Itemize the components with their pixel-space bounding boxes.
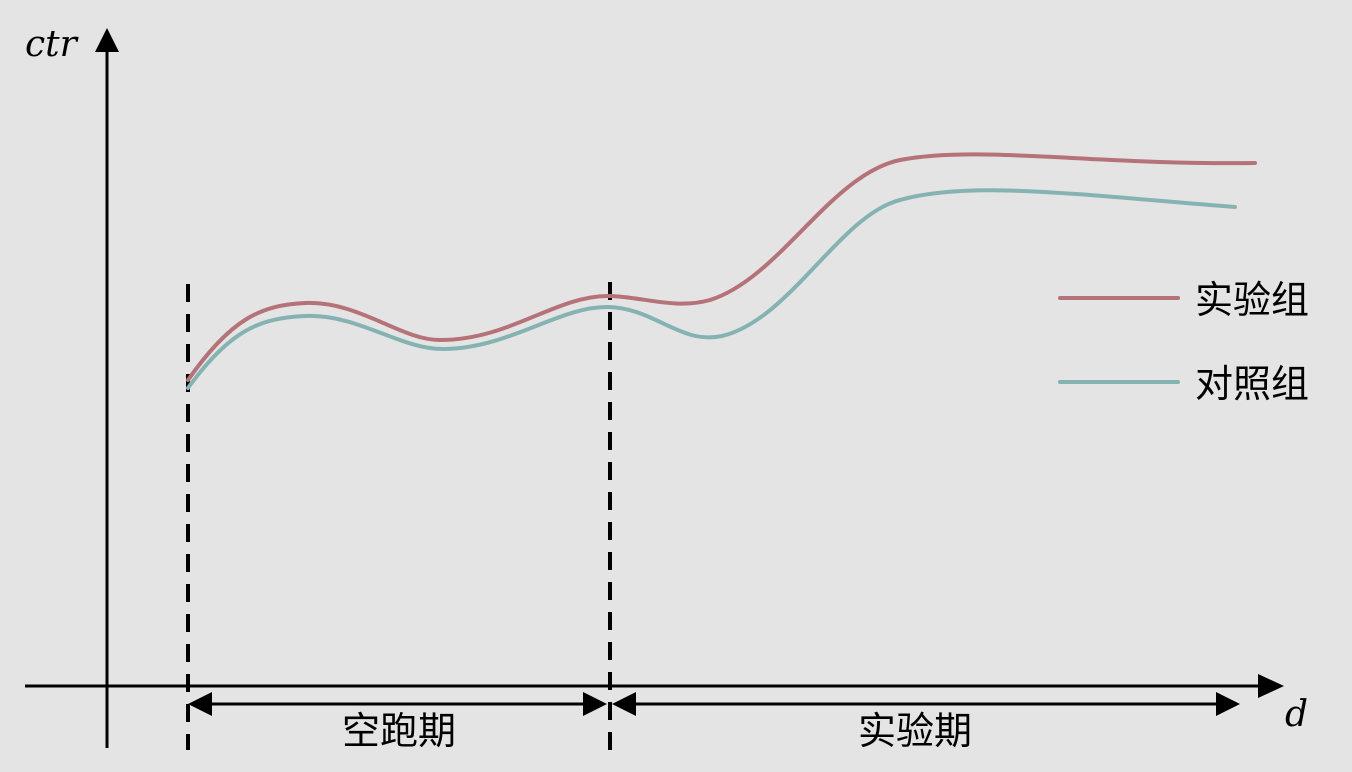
experiment-period-label: 实验期: [858, 709, 972, 753]
dry-run-span-left-arrow: [188, 692, 212, 716]
experiment-group-curve: [186, 152, 1257, 382]
control-group-curve: [186, 188, 1237, 390]
y-axis-label: ctr: [25, 24, 79, 65]
y-axis-arrowhead: [95, 28, 119, 52]
dry-run-period-label: 空跑期: [342, 709, 456, 753]
x-axis-arrowhead: [1258, 674, 1284, 698]
dry-run-span-right-arrow: [583, 692, 607, 716]
legend-control-label: 对照组: [1195, 362, 1309, 406]
experiment-span-right-arrow: [1216, 692, 1240, 716]
experiment-span-left-arrow: [612, 692, 636, 716]
legend-experiment-label: 实验组: [1195, 278, 1309, 322]
x-axis-label: d: [1285, 694, 1308, 735]
